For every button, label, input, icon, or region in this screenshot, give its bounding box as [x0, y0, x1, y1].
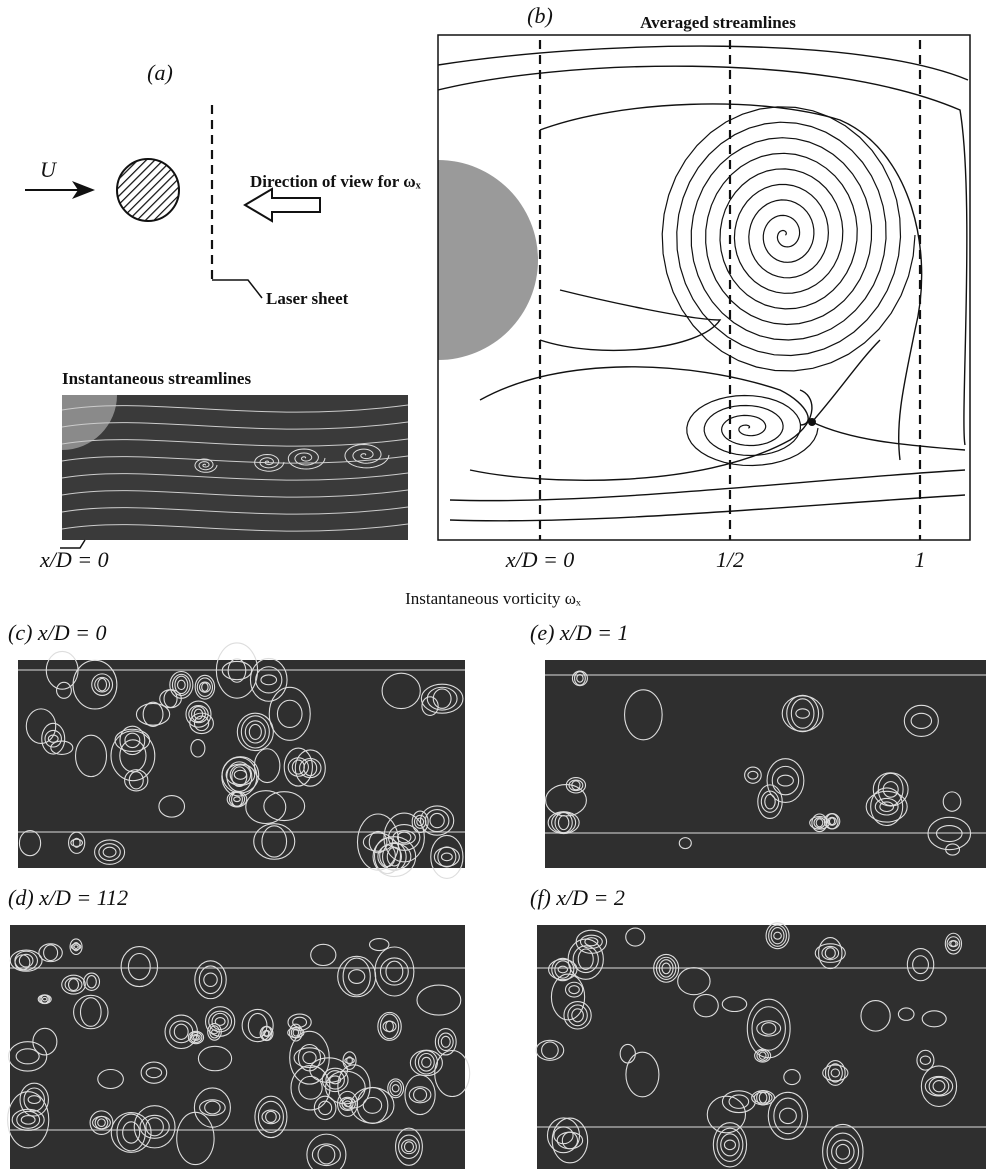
figure: (a) U Direction of view for ωₓ Laser she… — [0, 0, 986, 1169]
x-tick-label: x/D = 0 — [505, 547, 575, 572]
vorticity-title: Instantaneous vorticity ωₓ — [405, 589, 581, 608]
x-tick-label: 1 — [915, 547, 926, 572]
flow-label: U — [40, 157, 58, 182]
panel-label: (d) x/D = 112 — [8, 885, 128, 910]
panel-title: Averaged streamlines — [640, 13, 796, 32]
cylinder — [117, 159, 179, 221]
vorticity-panel — [18, 643, 465, 878]
leader-line — [212, 280, 262, 298]
vorticity-panel — [536, 923, 986, 1169]
x-tick-label: 1/2 — [716, 547, 744, 572]
vorticity-panel — [545, 660, 986, 868]
panel-label: (f) x/D = 2 — [530, 885, 625, 910]
averaged-streamlines — [338, 35, 970, 540]
panel-label: (a) — [147, 60, 173, 85]
panel-label: (b) — [527, 3, 553, 28]
panel-label: (e) x/D = 1 — [530, 620, 629, 645]
vorticity-panel — [8, 925, 470, 1169]
view-arrow — [245, 189, 320, 221]
laser-sheet-label: Laser sheet — [266, 289, 349, 308]
position-label: x/D = 0 — [39, 547, 109, 572]
streamlines-title: Instantaneous streamlines — [62, 369, 251, 388]
panel-background — [537, 925, 986, 1169]
panel-label: (c) x/D = 0 — [8, 620, 107, 645]
panel-background — [545, 660, 986, 868]
view-label: Direction of view for ωₓ — [250, 172, 421, 191]
